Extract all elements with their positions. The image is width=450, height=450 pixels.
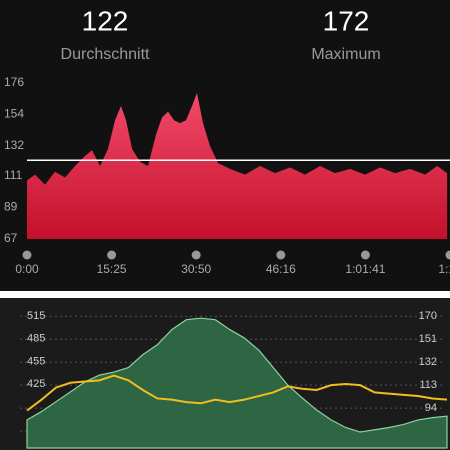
x-tick-dot xyxy=(276,250,286,260)
x-tick-label: 0:00 xyxy=(15,262,39,276)
y-tick-label: 132 xyxy=(4,138,24,152)
y-tick-label: 111 xyxy=(4,168,23,182)
x-tick-dot xyxy=(22,250,32,260)
y-tick-label: 89 xyxy=(4,200,18,214)
x-tick-label: 30:50 xyxy=(181,262,211,276)
max-label: Maximum xyxy=(311,46,380,63)
x-tick-dot xyxy=(360,250,370,260)
x-tick-dot xyxy=(445,250,450,260)
average-label: Durchschnitt xyxy=(61,46,150,63)
y-tick-label: 425 xyxy=(27,378,45,390)
y2-tick-label: 132 xyxy=(419,356,437,368)
series-line xyxy=(26,374,448,412)
x-tick-dot xyxy=(107,250,117,260)
elevation-area xyxy=(26,317,448,449)
y2-tick-label: 94 xyxy=(425,402,437,414)
top-panel xyxy=(0,0,450,291)
y-tick-label: 67 xyxy=(4,231,18,245)
y-tick-label: 176 xyxy=(4,75,24,89)
x-tick-label: 46:16 xyxy=(266,262,296,276)
x-tick-label: 1:17 xyxy=(438,262,450,276)
y2-tick-label: 151 xyxy=(419,333,437,345)
y-tick-label: 515 xyxy=(27,310,45,322)
y-tick-label: 455 xyxy=(27,355,45,367)
y2-tick-label: 170 xyxy=(419,310,437,322)
x-tick-label: 15:25 xyxy=(97,262,127,276)
y-tick-label: 485 xyxy=(27,333,45,345)
x-tick-label: 1:01:41 xyxy=(345,262,385,276)
average-value: 122 xyxy=(82,5,129,36)
y2-tick-label: 113 xyxy=(419,379,437,391)
heart-rate-area xyxy=(27,93,448,240)
y-tick-label: 154 xyxy=(4,107,24,121)
x-tick-dot xyxy=(191,250,201,260)
max-value: 172 xyxy=(323,5,370,36)
